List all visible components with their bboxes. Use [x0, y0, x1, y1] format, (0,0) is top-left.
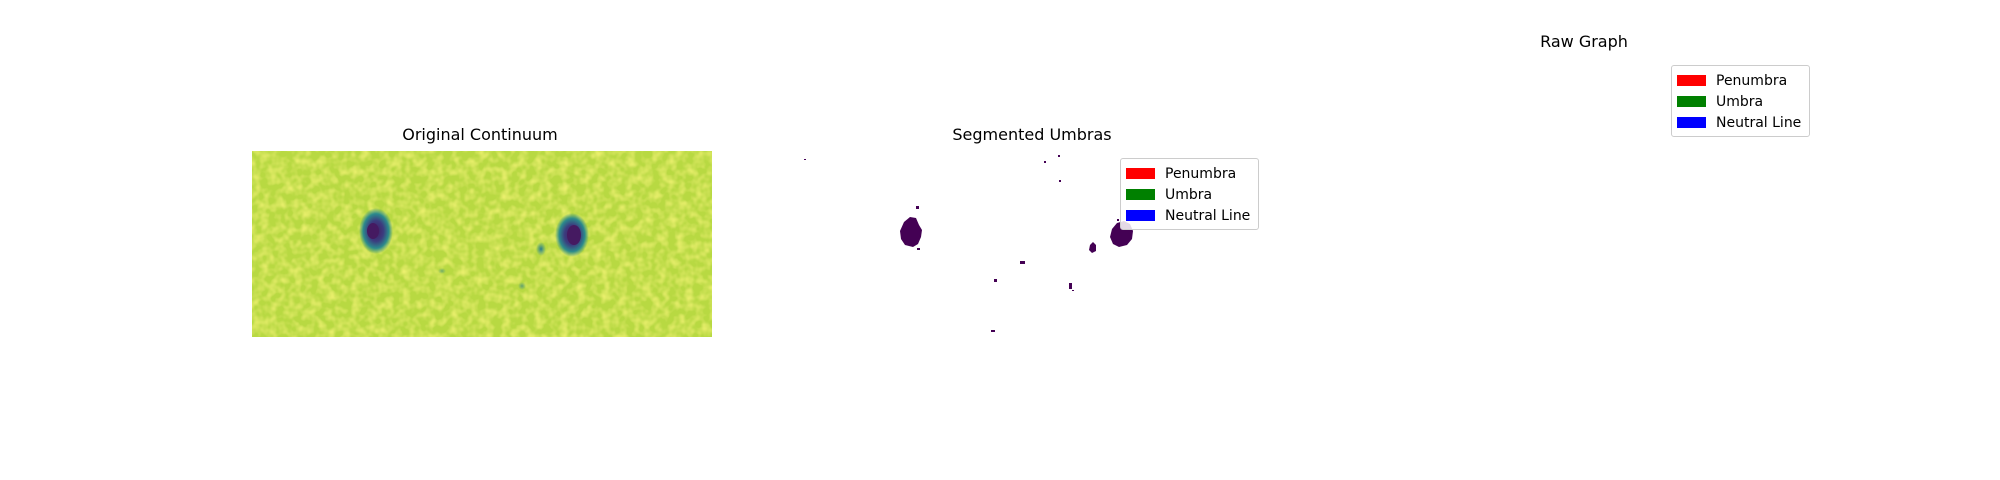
- original-continuum-image: [252, 151, 712, 337]
- legend-label: Umbra: [1165, 186, 1213, 203]
- penumbra-swatch: [1126, 168, 1155, 179]
- umbra-swatch: [1126, 189, 1155, 200]
- raw-graph-legend: Penumbra Umbra Neutral Line: [1671, 65, 1811, 137]
- segmented-legend: Penumbra Umbra Neutral Line: [1120, 158, 1260, 230]
- original-continuum-title: Original Continuum: [402, 125, 558, 144]
- legend-item-penumbra: Penumbra: [1126, 163, 1250, 184]
- umbra-mask: [804, 155, 1133, 332]
- segmented-umbras-title: Segmented Umbras: [952, 125, 1112, 144]
- neutral-line-swatch: [1126, 210, 1155, 221]
- legend-label: Penumbra: [1165, 165, 1237, 182]
- raw-graph-title: Raw Graph: [1540, 32, 1628, 51]
- legend-item-umbra: Umbra: [1677, 91, 1801, 112]
- legend-label: Penumbra: [1716, 72, 1788, 89]
- umbra-swatch: [1677, 96, 1706, 107]
- legend-item-penumbra: Penumbra: [1677, 70, 1801, 91]
- segmentation-svg: [804, 155, 1133, 332]
- legend-item-neutral-line: Neutral Line: [1677, 112, 1801, 133]
- penumbra-swatch: [1677, 75, 1706, 86]
- continuum-svg: [252, 151, 712, 337]
- legend-label: Neutral Line: [1165, 207, 1251, 224]
- segmented-umbras-image: [804, 151, 1264, 337]
- sunspot-right: [555, 213, 589, 257]
- legend-item-umbra: Umbra: [1126, 184, 1250, 205]
- legend-label: Neutral Line: [1716, 114, 1802, 131]
- continuum-background: [252, 151, 712, 337]
- legend-label: Umbra: [1716, 93, 1764, 110]
- neutral-line-swatch: [1677, 117, 1706, 128]
- legend-item-neutral-line: Neutral Line: [1126, 205, 1250, 226]
- sunspot-left: [359, 208, 393, 254]
- small-pores: [438, 242, 546, 290]
